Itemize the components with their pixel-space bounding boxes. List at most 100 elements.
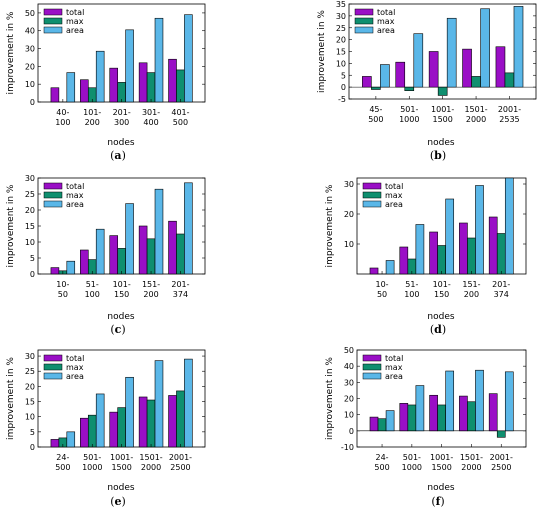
bar-area xyxy=(154,188,164,275)
bar-total xyxy=(395,61,406,88)
bar-total xyxy=(429,231,438,275)
y-tick-label: 5 xyxy=(30,428,35,437)
x-tick-label: 24- xyxy=(376,453,389,462)
legend-swatch-max xyxy=(362,191,382,199)
x-tick-label: 2000 xyxy=(466,115,486,124)
bar-total xyxy=(462,48,472,88)
x-tick-label: 400 xyxy=(143,118,158,127)
bar-total xyxy=(369,267,379,275)
legend-label-max: max xyxy=(377,17,395,26)
y-tick-label: 40 xyxy=(344,362,354,371)
chart-panel-b: -5 0 5 10 15 20 25 30 35 45-500 501-1000 1001-1500 1… xyxy=(317,0,537,162)
legend-swatch-total xyxy=(362,354,382,362)
x-tick-label: 2001- xyxy=(498,105,521,114)
legend-label-max: max xyxy=(66,17,84,26)
panel-caption: (d) xyxy=(430,323,446,336)
x-axis-label: nodes xyxy=(107,483,134,493)
legend-label-max: max xyxy=(66,363,84,372)
x-tick-label: 200 xyxy=(464,290,479,299)
bar-max xyxy=(407,404,417,432)
legend-label-max: max xyxy=(385,191,403,200)
bar-total xyxy=(50,439,60,448)
x-tick-label: 101- xyxy=(83,108,101,117)
bar-area xyxy=(475,185,484,275)
bar-total xyxy=(168,395,177,448)
y-tick-label: -5 xyxy=(338,95,346,104)
bar-max xyxy=(437,404,446,432)
x-axis-label: nodes xyxy=(107,312,134,322)
x-tick-label: 101- xyxy=(113,280,131,289)
bar-area xyxy=(184,14,193,103)
legend-swatch-max xyxy=(43,17,63,25)
x-tick-label: 2500 xyxy=(170,463,190,472)
panel-caption: (a) xyxy=(110,149,126,162)
legend-swatch-max xyxy=(43,363,63,371)
y-tick-label: 30 xyxy=(25,352,35,361)
y-tick-label: 30 xyxy=(344,180,354,189)
bar-total xyxy=(80,79,89,103)
bar-total xyxy=(399,403,409,432)
y-tick-label: 10 xyxy=(344,240,354,249)
bar-area xyxy=(66,431,76,448)
y-tick-label: 30 xyxy=(25,174,35,183)
legend-swatch-total xyxy=(43,8,63,16)
x-tick-label: 1501- xyxy=(460,453,483,462)
bar-area xyxy=(154,360,164,448)
x-tick-label: 1500 xyxy=(432,115,452,124)
legend-label-max: max xyxy=(66,191,84,200)
bar-area xyxy=(415,385,425,432)
bar-area xyxy=(445,198,455,275)
y-tick-label: 15 xyxy=(25,222,35,231)
x-tick-label: 1001- xyxy=(430,453,453,462)
legend-swatch-area xyxy=(354,26,374,34)
bar-max xyxy=(404,86,415,91)
legend-label-max: max xyxy=(385,363,403,372)
x-tick-label: 501- xyxy=(403,453,421,462)
bar-area xyxy=(504,371,514,432)
legend-swatch-area xyxy=(43,372,63,380)
panel-caption: (e) xyxy=(110,495,126,508)
bar-total xyxy=(428,51,439,88)
bar-total xyxy=(362,76,372,88)
x-tick-label: 201- xyxy=(113,108,131,117)
y-axis-label: improvement in % xyxy=(317,10,327,93)
y-tick-label: 5 xyxy=(341,71,346,80)
x-tick-label: 10- xyxy=(56,280,69,289)
bar-area xyxy=(125,29,134,103)
y-tick-label: 25 xyxy=(25,367,35,376)
x-tick-label: 2000 xyxy=(141,463,161,472)
legend-label-total: total xyxy=(377,8,395,17)
panel-caption: (c) xyxy=(110,323,125,336)
x-tick-label: 1501- xyxy=(139,453,162,462)
y-tick-label: 35 xyxy=(336,0,346,9)
x-axis-label: nodes xyxy=(427,138,454,148)
bar-max xyxy=(117,407,126,448)
legend-label-area: area xyxy=(385,200,403,209)
y-tick-label: 50 xyxy=(344,346,354,355)
y-tick-label: 0 xyxy=(30,270,35,279)
legend-label-total: total xyxy=(385,354,403,363)
bar-area xyxy=(504,177,514,275)
y-tick-label: 10 xyxy=(25,238,35,247)
bar-max xyxy=(176,233,185,275)
bar-area xyxy=(95,228,105,275)
y-axis-label: improvement in % xyxy=(325,357,335,440)
legend-swatch-max xyxy=(362,363,382,371)
bar-total xyxy=(50,267,60,275)
y-tick-label: 30 xyxy=(25,45,35,54)
legend-label-area: area xyxy=(385,372,403,381)
legend-label-total: total xyxy=(385,182,403,191)
bar-max xyxy=(496,233,506,275)
y-tick-label: -10 xyxy=(341,443,354,452)
legend-swatch-max xyxy=(43,191,63,199)
x-tick-label: 1000 xyxy=(82,463,102,472)
y-tick-label: 10 xyxy=(336,59,346,68)
y-tick-label: 5 xyxy=(30,254,35,263)
y-tick-label: 0 xyxy=(30,98,35,107)
y-tick-label: 10 xyxy=(25,413,35,422)
x-tick-label: 50 xyxy=(58,290,68,299)
bar-max xyxy=(87,414,97,448)
bar-area xyxy=(385,260,395,275)
bar-total xyxy=(488,393,498,432)
y-tick-label: 10 xyxy=(344,411,354,420)
